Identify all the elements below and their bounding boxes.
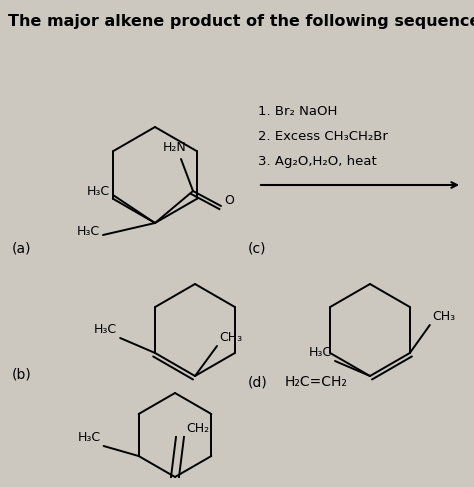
Text: (c): (c) [248, 242, 266, 256]
Text: H₂N: H₂N [163, 141, 187, 154]
Text: CH₃: CH₃ [219, 331, 242, 344]
Text: 3. Ag₂O,H₂O, heat: 3. Ag₂O,H₂O, heat [258, 155, 377, 168]
Text: H₂C=CH₂: H₂C=CH₂ [285, 375, 348, 389]
Text: O: O [224, 194, 234, 207]
Text: H₃C: H₃C [94, 323, 117, 336]
Text: CH₃: CH₃ [432, 310, 455, 323]
Text: (a): (a) [12, 242, 31, 256]
Text: (d): (d) [248, 375, 268, 389]
Text: CH₂: CH₂ [186, 422, 209, 435]
Text: H₃C: H₃C [309, 346, 332, 359]
Text: (b): (b) [12, 368, 32, 382]
Text: H₃C: H₃C [77, 225, 100, 238]
Text: 1. Br₂ NaOH: 1. Br₂ NaOH [258, 105, 337, 118]
Text: H₃C: H₃C [87, 185, 110, 198]
Text: H₃C: H₃C [78, 431, 100, 444]
Text: 2. Excess CH₃CH₂Br: 2. Excess CH₃CH₂Br [258, 130, 388, 143]
Text: The major alkene product of the following sequence is:: The major alkene product of the followin… [8, 14, 474, 29]
